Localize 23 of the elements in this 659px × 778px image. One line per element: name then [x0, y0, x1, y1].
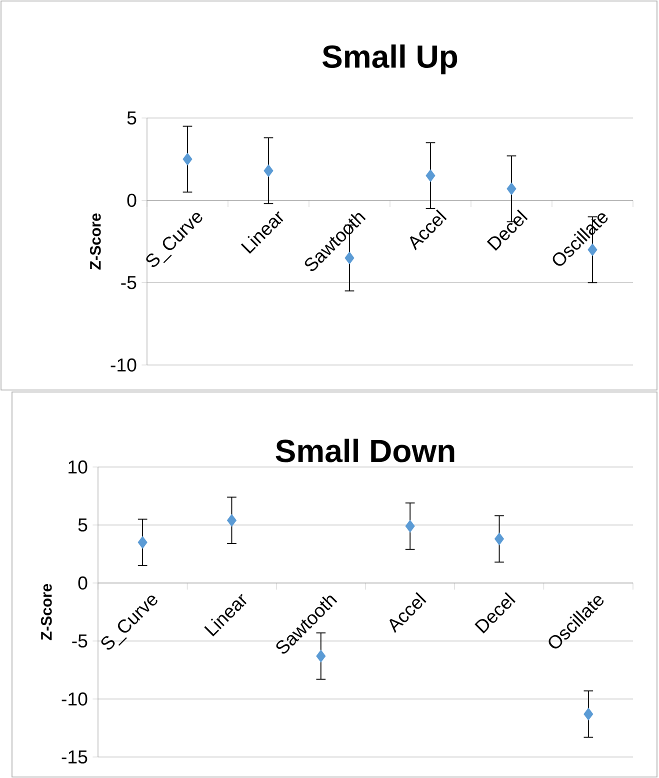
y-tick-label: 5 [78, 518, 88, 532]
point [506, 182, 516, 196]
y-tick-label: 10 [68, 460, 88, 474]
y-axis-title: Z-Score [90, 213, 101, 270]
point [226, 514, 237, 527]
y-tick-label: -10 [62, 692, 88, 706]
y-tick-label: -5 [121, 276, 136, 290]
y-tick-label: -5 [72, 634, 88, 648]
chart-title: Small Up [322, 44, 458, 74]
point [405, 520, 415, 532]
y-axis-title: Z-Score [40, 584, 52, 640]
y-tick-label: -15 [62, 750, 88, 764]
point [264, 164, 274, 177]
y-tick-label: -10 [110, 358, 136, 372]
point [426, 169, 436, 182]
point [182, 152, 192, 166]
point [138, 536, 148, 549]
y-tick-label: 0 [78, 576, 88, 590]
point [584, 708, 594, 720]
point [494, 532, 504, 546]
y-tick-label: 5 [127, 111, 136, 125]
y-tick-label: 0 [127, 194, 136, 207]
chart-title: Small Down [276, 438, 454, 462]
